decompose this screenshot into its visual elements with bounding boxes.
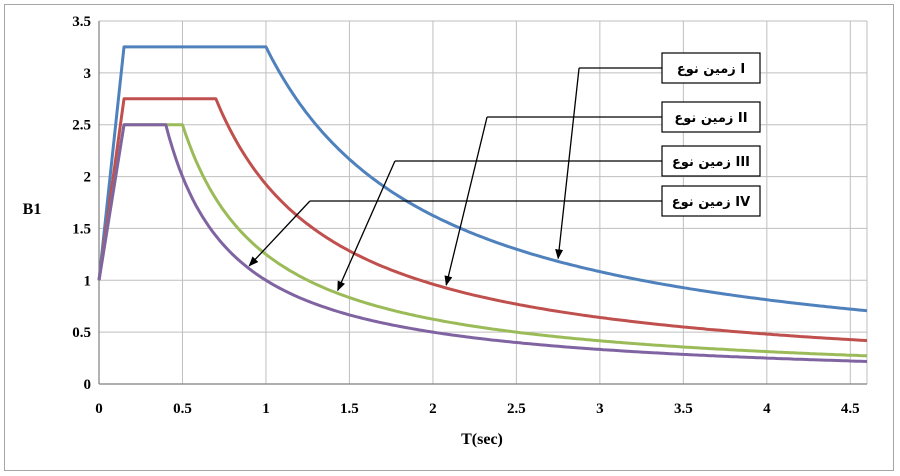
annotation-box-4 [661,185,761,217]
series-line-3 [97,123,868,358]
x-tick-label-7: 3.5 [674,401,693,417]
x-tick-label-1: 0.5 [173,401,192,417]
x-axis-label: T(sec) [461,431,503,448]
annotation-label-3: زمین نوع III [672,155,750,170]
y-axis-label: B1 [23,201,42,218]
y-tick-label-4: 2 [84,170,92,186]
annotation-label-4: زمین نوع IV [672,195,750,210]
annotation-box-1 [661,52,761,84]
series-line-1 [97,45,868,313]
annotation-box-2 [661,101,761,133]
annotation-label-2: زمین نوع II [674,111,747,126]
y-tick-label-3: 1.5 [72,221,91,237]
annotation-box-3 [661,145,761,177]
annotation-arrow-3 [337,160,396,292]
x-tick-label-5: 2.5 [507,401,526,417]
x-tick-label-4: 2 [429,401,437,417]
series-line-2 [97,97,868,343]
series-lines [97,45,868,363]
y-tick-label-7: 3.5 [72,14,91,30]
x-tick-label-6: 3 [596,401,604,417]
y-tick-label-6: 3 [84,66,92,82]
x-tick-label-2: 1 [262,401,270,417]
annotation-arrow-1 [555,67,580,260]
annotation-arrow-4 [248,200,311,267]
axes: B1 T(sec) [23,21,867,448]
y-tick-label-5: 2.5 [72,118,91,134]
y-tick-label-1: 0.5 [72,325,91,341]
annotation-label-1: زمین نوع I [677,62,745,77]
tick-labels: 0 0.5 1 1.5 2 2.5 3 3.5 0 0.5 1 1.5 2 2.5 3 3.5 4 4.5 [72,14,859,417]
legend-annotations: زمین نوع I زمین نوع II زمین نوع III زمین نو… [248,52,761,292]
x-tick-label-8: 4 [763,401,771,417]
x-tick-label-0: 0 [95,401,103,417]
series-line-4 [97,123,868,363]
y-tick-label-0: 0 [84,377,92,393]
x-tick-label-9: 4.5 [841,401,860,417]
y-tick-label-2: 1 [84,273,92,289]
x-tick-label-3: 1.5 [340,401,359,417]
